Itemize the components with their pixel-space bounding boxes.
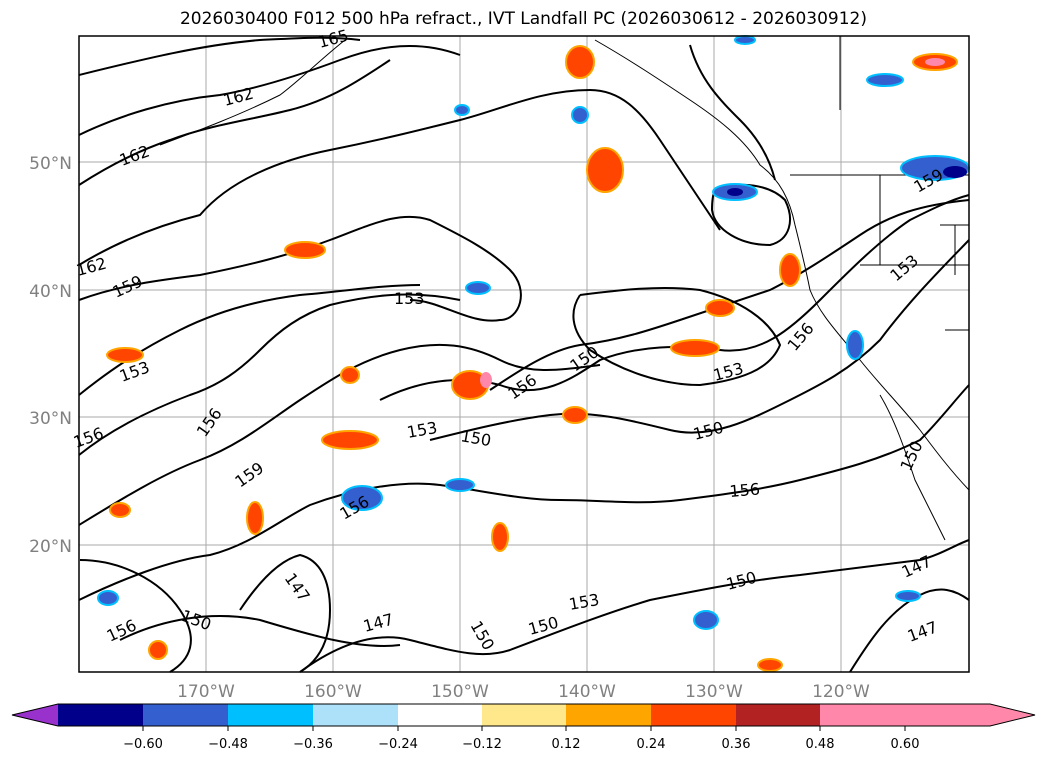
colorbar-tick-label: −0.36 bbox=[293, 737, 333, 752]
negative-anomaly-8 bbox=[465, 281, 491, 295]
colorbar-extend-right bbox=[905, 704, 1035, 726]
contour-156d bbox=[79, 559, 192, 673]
positive-anomaly-10 bbox=[491, 522, 509, 552]
contour-nw bbox=[689, 44, 776, 181]
contour-label: 156 bbox=[729, 479, 761, 501]
colorbar-segment bbox=[566, 704, 651, 726]
colorbar-tick-labels: −0.60 −0.48 −0.36 −0.24 −0.12 0.12 0.24 … bbox=[123, 737, 919, 752]
positive-anomaly-2 bbox=[586, 147, 624, 193]
positive-anomaly-4 bbox=[321, 430, 379, 450]
contour-label: 153 bbox=[394, 289, 425, 308]
colorbar-tick-label: 0.24 bbox=[637, 737, 666, 752]
colorbar-segment bbox=[736, 704, 820, 726]
contour-156b bbox=[78, 293, 461, 456]
colorbar-tick-label: 0.36 bbox=[722, 737, 751, 752]
negative-anomaly-10 bbox=[97, 590, 119, 606]
colorbar-tick-label: 0.12 bbox=[552, 737, 581, 752]
colorbar-tick-label: −0.24 bbox=[378, 737, 418, 752]
contour-162a bbox=[78, 44, 461, 136]
negative-anomaly-3 bbox=[866, 73, 904, 87]
refractivity-shading bbox=[97, 35, 970, 672]
map-panel: 165 162 162 162 159 159 153 156 156 153 … bbox=[71, 26, 970, 673]
positive-anomaly-1 bbox=[565, 45, 595, 79]
lat-label: 20°N bbox=[29, 537, 72, 557]
colorbar: −0.60 −0.48 −0.36 −0.24 −0.12 0.12 0.24 … bbox=[11, 703, 1036, 752]
negative-anomaly-4 bbox=[341, 485, 383, 511]
latitude-labels: 50°N 40°N 30°N 20°N bbox=[29, 154, 72, 557]
gridlines bbox=[79, 36, 969, 672]
map-title: 2026030400 F012 500 hPa refract., IVT La… bbox=[179, 9, 867, 29]
colorbar-tick-label: 0.60 bbox=[891, 737, 920, 752]
state-borders bbox=[940, 224, 969, 331]
colorbar-tick-label: 0.48 bbox=[806, 737, 835, 752]
colorbar-extend-left bbox=[12, 704, 58, 726]
contour-150b bbox=[78, 384, 970, 601]
colorbar-segment bbox=[228, 704, 313, 726]
contour-159 bbox=[78, 88, 721, 266]
map-background bbox=[79, 36, 969, 672]
contour-165 bbox=[78, 36, 361, 76]
negative-anomaly-1-core bbox=[727, 188, 743, 196]
lon-label: 120°W bbox=[812, 682, 870, 702]
contour-147a bbox=[239, 553, 332, 673]
contour-162b bbox=[78, 59, 391, 186]
negative-anomaly-2-core bbox=[943, 166, 967, 178]
positive-anomaly-9 bbox=[246, 501, 264, 535]
positive-anomaly-5 bbox=[284, 241, 326, 259]
positive-anomaly-8 bbox=[106, 347, 144, 363]
contour-156a bbox=[78, 215, 522, 322]
lon-label: 170°W bbox=[177, 682, 235, 702]
lon-label: 160°W bbox=[304, 682, 362, 702]
positive-anomaly-7 bbox=[779, 253, 801, 287]
map-border bbox=[78, 35, 970, 673]
colorbar-ticks bbox=[142, 726, 906, 731]
colorbar-outline bbox=[11, 703, 1036, 727]
colorbar-tick-label: −0.48 bbox=[208, 737, 248, 752]
lon-label: 150°W bbox=[431, 682, 489, 702]
lon-label: 130°W bbox=[685, 682, 743, 702]
contour-147b bbox=[299, 539, 970, 673]
colorbar-segment bbox=[313, 704, 398, 726]
contour-low bbox=[710, 183, 791, 247]
negative-anomaly-13 bbox=[454, 104, 470, 116]
contour-153c bbox=[572, 286, 782, 387]
contour-150a bbox=[119, 615, 401, 647]
negative-anomaly-12 bbox=[734, 35, 756, 45]
negative-anomaly-7 bbox=[846, 330, 864, 360]
positive-anomaly-13 bbox=[340, 366, 360, 384]
positive-anomaly-6 bbox=[670, 339, 720, 357]
colorbar-segment bbox=[58, 704, 143, 726]
north-america-coast bbox=[594, 39, 970, 491]
colorbar-segment bbox=[651, 704, 736, 726]
longitude-labels: 170°W 160°W 150°W 140°W 130°W 120°W bbox=[177, 682, 870, 702]
negative-anomaly-6 bbox=[571, 106, 589, 124]
negative-anomaly-5 bbox=[445, 478, 475, 492]
positive-anomaly-11-core bbox=[925, 58, 945, 66]
colorbar-tick-label: −0.12 bbox=[462, 737, 502, 752]
negative-anomaly-11 bbox=[895, 590, 921, 602]
colorbar-segment bbox=[820, 704, 905, 726]
colorbar-segment bbox=[398, 704, 482, 726]
positive-anomaly-14 bbox=[705, 299, 735, 317]
positive-anomaly-3-core bbox=[480, 372, 492, 388]
positive-anomaly-16 bbox=[148, 640, 168, 660]
borders bbox=[790, 36, 969, 266]
contour-150c bbox=[429, 239, 970, 441]
lat-label: 30°N bbox=[29, 409, 72, 429]
colorbar-tick-label: −0.60 bbox=[123, 737, 163, 752]
lat-label: 40°N bbox=[29, 282, 72, 302]
positive-anomaly-15 bbox=[109, 502, 131, 518]
negative-anomaly-9 bbox=[693, 610, 719, 630]
colorbar-segment bbox=[143, 704, 228, 726]
colorbar-segment bbox=[482, 704, 566, 726]
lon-label: 140°W bbox=[558, 682, 616, 702]
positive-anomaly-12 bbox=[562, 406, 588, 424]
positive-anomaly-17 bbox=[757, 658, 783, 672]
baja-coast bbox=[879, 394, 946, 541]
lat-label: 50°N bbox=[29, 154, 72, 174]
